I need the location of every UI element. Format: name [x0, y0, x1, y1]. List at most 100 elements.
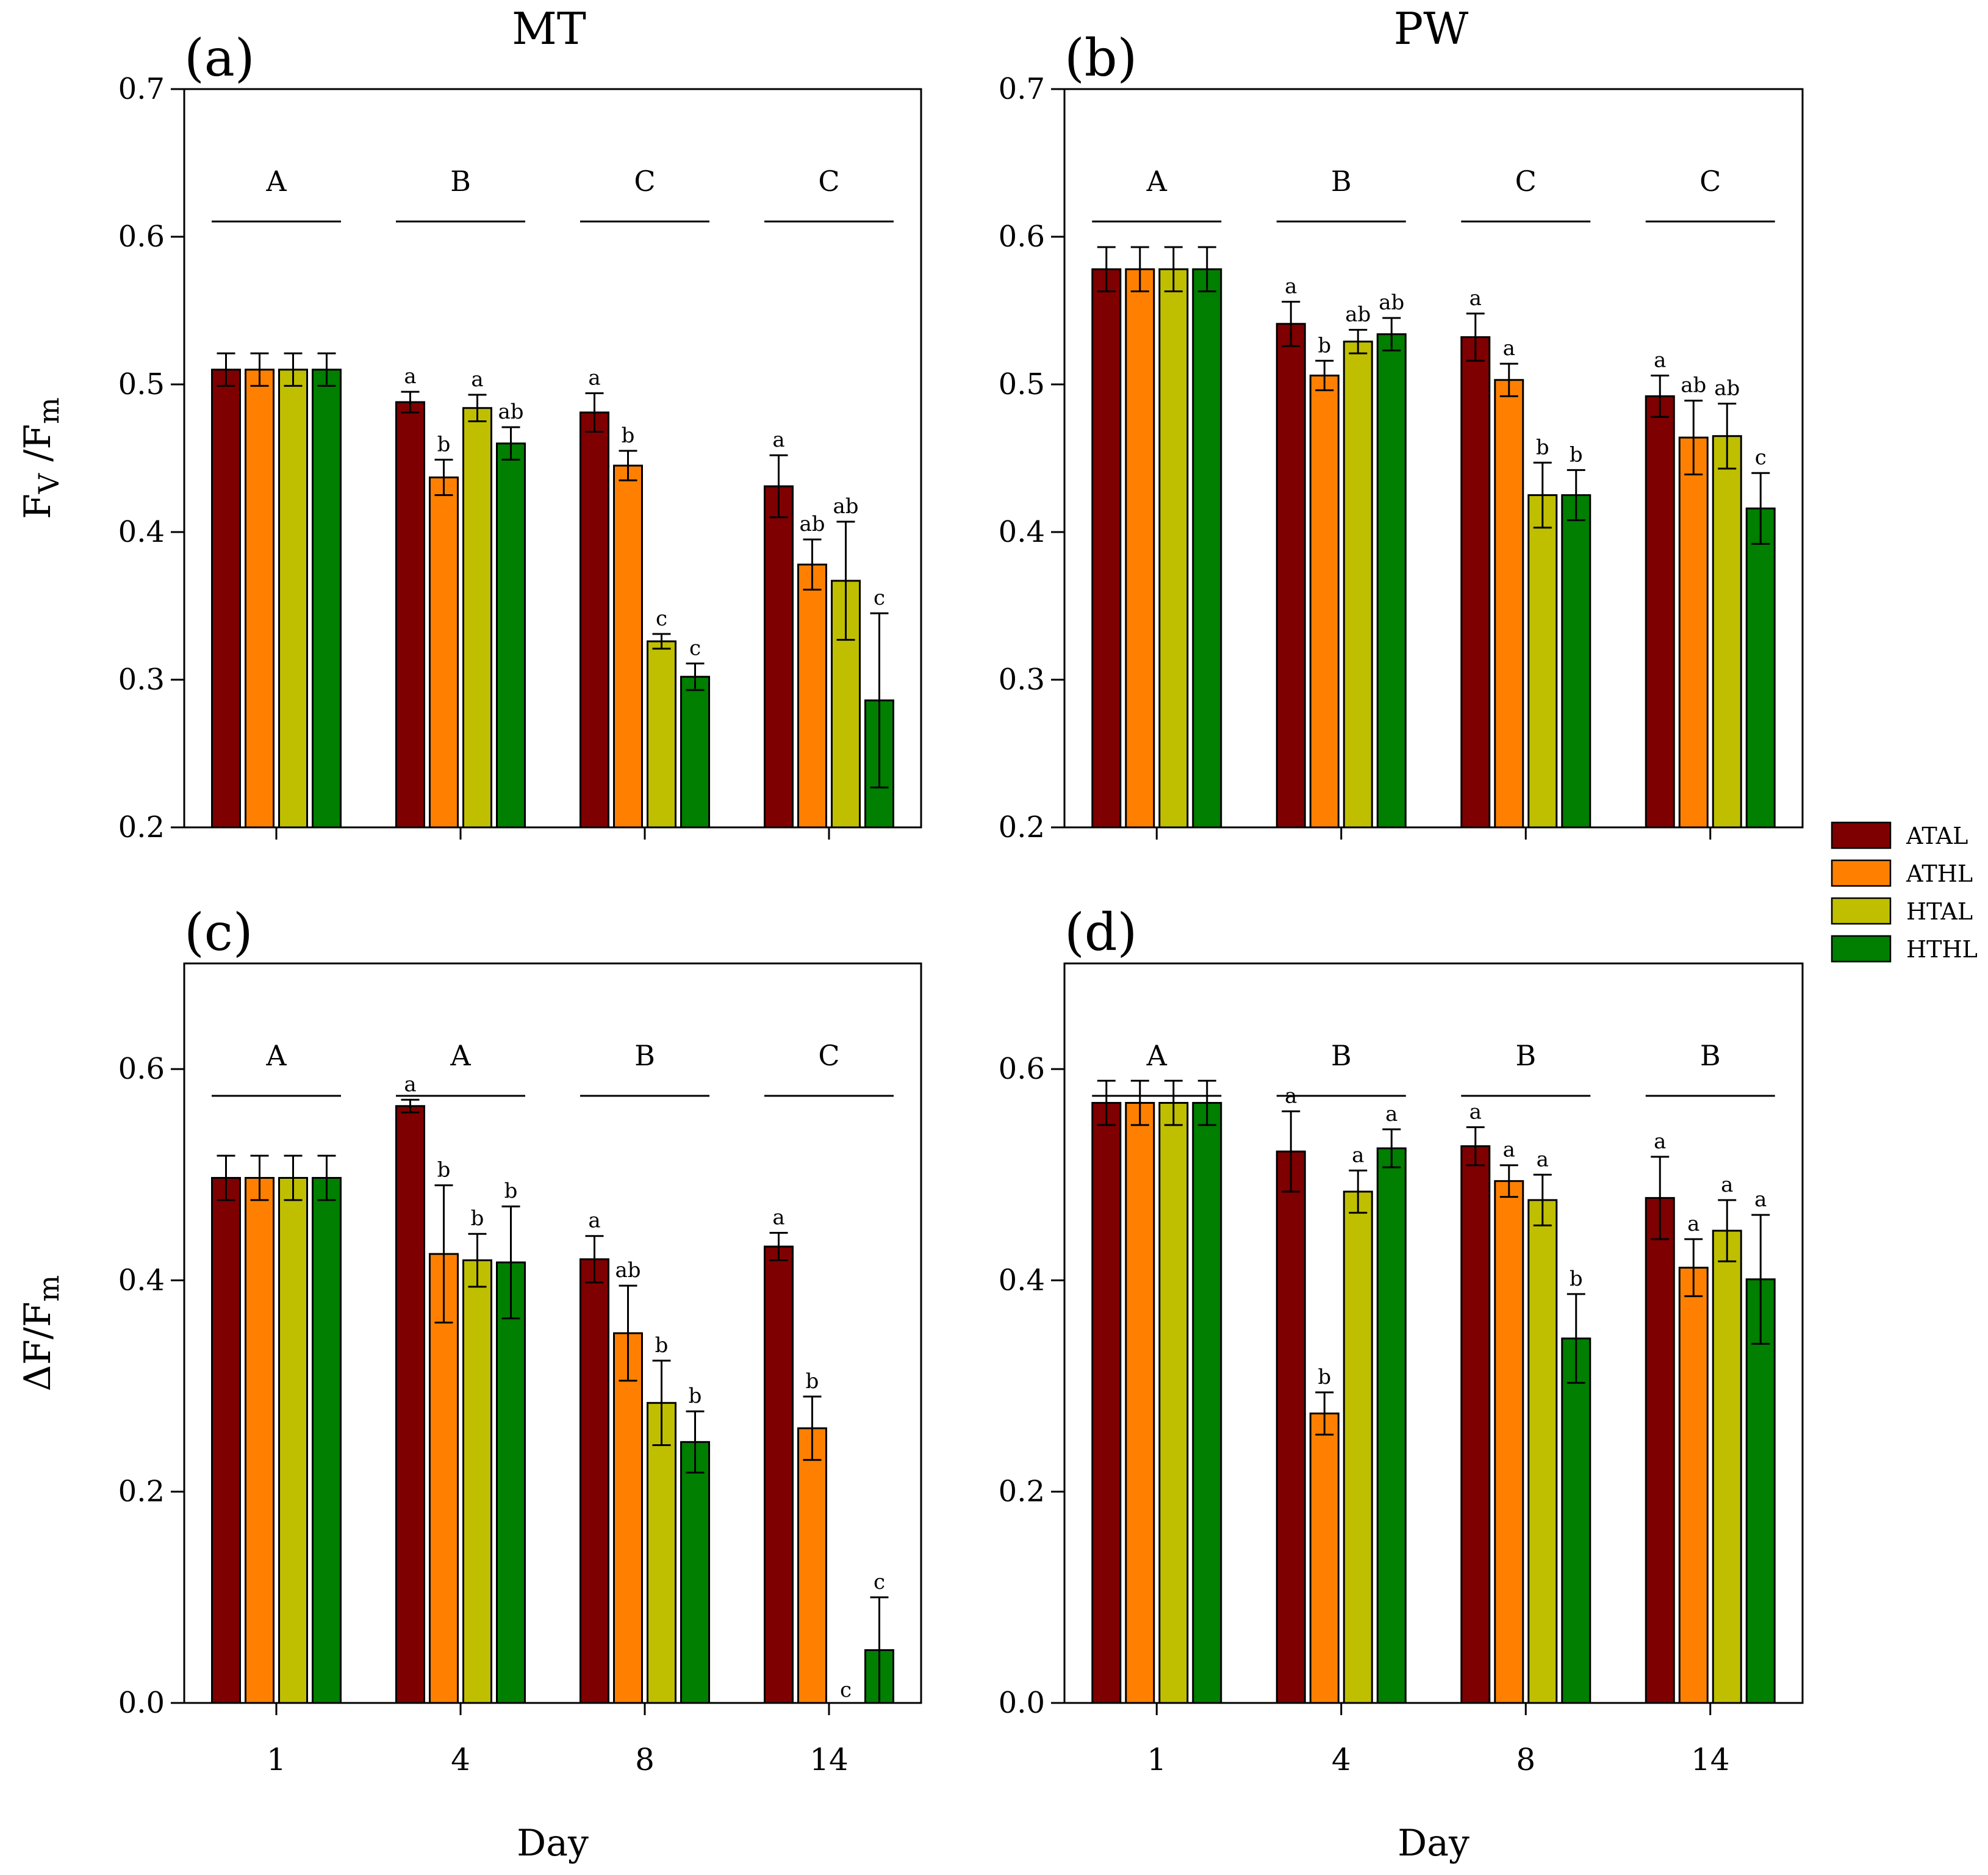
- significance-letter: a: [1469, 286, 1482, 311]
- y-tick-label: 0.7: [118, 72, 165, 106]
- legend-swatch-hthl: [1831, 935, 1892, 963]
- bar-athl: [1309, 1413, 1340, 1704]
- significance-letter: c: [1755, 445, 1767, 470]
- group-letter: B: [1331, 165, 1352, 198]
- group-letter: C: [634, 165, 655, 198]
- bar-atal: [580, 1258, 609, 1704]
- bar-athl: [1678, 436, 1709, 829]
- y-tick-label: 0.2: [999, 810, 1045, 844]
- bar-atal: [1460, 336, 1491, 829]
- x-axis-title: Day: [1398, 1822, 1469, 1865]
- x-tick-label: 14: [1691, 1742, 1730, 1777]
- legend-swatch-athl: [1831, 859, 1892, 887]
- significance-letter: a: [1385, 1102, 1398, 1126]
- bar-hthl: [1192, 268, 1222, 829]
- bar-htal: [1527, 494, 1558, 829]
- bar-athl: [1678, 1267, 1709, 1704]
- legend-label-htal: HTAL: [1906, 898, 1973, 925]
- y-tick-label: 0.4: [999, 1263, 1045, 1297]
- bar-atal: [211, 1176, 241, 1704]
- significance-letter: ab: [1714, 376, 1740, 400]
- panel-label: (a): [184, 28, 255, 88]
- bar-htal: [1712, 435, 1742, 829]
- x-tick-label: 4: [451, 1742, 470, 1777]
- bar-hthl: [1561, 494, 1591, 829]
- y-tick-label: 0.0: [118, 1686, 165, 1720]
- panel-label: (c): [184, 902, 253, 962]
- group-letter: A: [265, 1039, 287, 1072]
- significance-letter: b: [437, 1158, 451, 1182]
- significance-letter: b: [471, 1206, 484, 1231]
- bar-hthl: [1745, 507, 1776, 829]
- bar-atal: [1091, 268, 1122, 829]
- panel-label: (b): [1064, 28, 1137, 88]
- significance-letter: a: [404, 364, 416, 389]
- bar-hthl: [1376, 1147, 1407, 1704]
- group-letter: A: [265, 165, 287, 198]
- y-tick-label: 0.0: [999, 1686, 1045, 1720]
- legend-swatch-atal: [1831, 821, 1892, 849]
- y-tick-label: 0.3: [999, 663, 1045, 697]
- bar-htal: [462, 407, 492, 829]
- bar-htal: [278, 369, 308, 829]
- bar-htal: [1527, 1199, 1558, 1704]
- group-letter: A: [1146, 1039, 1168, 1072]
- y-tick-label: 0.4: [118, 1263, 165, 1297]
- bar-htal: [1343, 340, 1373, 829]
- significance-letter: b: [806, 1369, 819, 1394]
- significance-letter: a: [1654, 1129, 1666, 1154]
- significance-letter: b: [437, 432, 451, 456]
- bar-hthl: [496, 1261, 526, 1704]
- bar-htal: [1343, 1190, 1373, 1704]
- group-letter: C: [818, 165, 839, 198]
- significance-letter: b: [1318, 333, 1331, 358]
- significance-letter: a: [1285, 274, 1297, 298]
- significance-letter: ab: [1379, 290, 1404, 315]
- bar-atal: [1091, 1102, 1122, 1704]
- significance-letter: a: [1654, 348, 1666, 372]
- bar-htal: [1158, 1102, 1189, 1704]
- bar-atal: [1460, 1145, 1491, 1704]
- bar-athl: [245, 1176, 275, 1704]
- significance-letter: a: [471, 367, 483, 392]
- group-letter: B: [1515, 1039, 1536, 1072]
- significance-letter: ab: [1681, 373, 1706, 398]
- bar-athl: [429, 476, 459, 829]
- significance-letter: b: [1318, 1365, 1331, 1389]
- bar-atal: [395, 401, 425, 829]
- bar-htal: [1712, 1229, 1742, 1704]
- x-tick-label: 1: [1147, 1742, 1166, 1777]
- x-tick-label: 8: [1516, 1742, 1535, 1777]
- plot-frame: [1063, 88, 1804, 829]
- significance-letter: a: [1754, 1187, 1767, 1212]
- bar-atal: [764, 1245, 794, 1704]
- x-tick-label: 8: [635, 1742, 655, 1777]
- bar-atal: [211, 369, 241, 829]
- bar-atal: [395, 1105, 425, 1704]
- group-letter: A: [450, 1039, 471, 1072]
- x-tick-label: 14: [809, 1742, 849, 1777]
- y-tick-label: 0.7: [999, 72, 1045, 106]
- significance-letter: ab: [615, 1258, 641, 1283]
- group-letter: C: [1699, 165, 1721, 198]
- significance-letter: b: [1570, 1267, 1583, 1291]
- significance-letter: ab: [833, 494, 858, 519]
- group-letter: B: [1331, 1039, 1352, 1072]
- bar-athl: [245, 369, 275, 829]
- panel-label: (d): [1064, 902, 1137, 962]
- bar-hthl: [1376, 333, 1407, 829]
- bar-hthl: [680, 1441, 710, 1704]
- significance-letter: a: [404, 1072, 416, 1096]
- bar-htal: [1158, 268, 1189, 829]
- y-tick-label: 0.6: [118, 1052, 165, 1086]
- bar-athl: [797, 563, 827, 829]
- plot-frame: [183, 88, 922, 829]
- y-tick-label: 0.2: [118, 1475, 165, 1509]
- significance-letter: b: [655, 1333, 669, 1358]
- bar-athl: [613, 1332, 643, 1704]
- significance-letter: b: [504, 1179, 518, 1203]
- bar-atal: [1645, 1197, 1675, 1704]
- y-axis-title-main: ΔF/F: [16, 1301, 59, 1391]
